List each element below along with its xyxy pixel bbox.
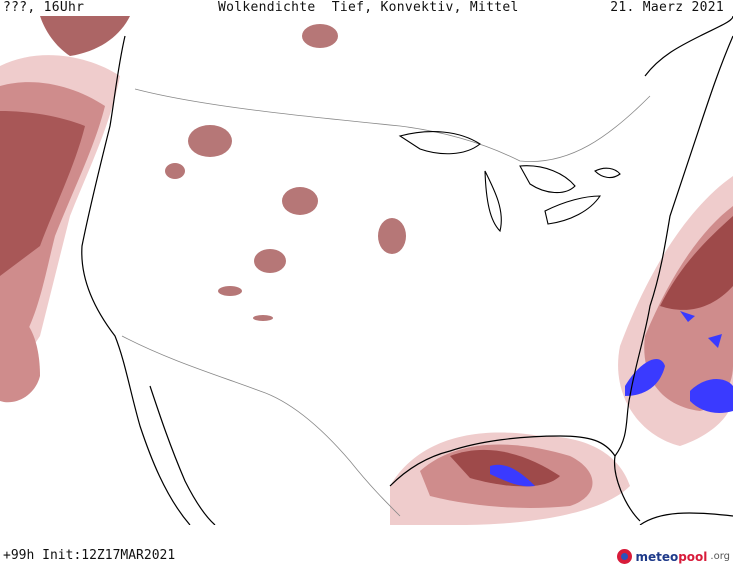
map-title: Wolkendichte Tief, Konvektiv, Mittel	[218, 0, 519, 15]
coastlines	[81, 16, 733, 525]
cloud-layer-interior	[165, 24, 406, 321]
great-lakes	[398, 131, 621, 233]
convective-cells	[490, 311, 733, 487]
brand-tld: .org	[710, 551, 730, 562]
forecast-time-label: ???, 16Uhr	[3, 0, 85, 15]
cloud-density-map	[0, 16, 733, 525]
political-borders	[121, 88, 651, 517]
cloud-layer-westcoast	[0, 16, 130, 403]
model-run-label: +99h Init:12Z17MAR2021	[3, 548, 176, 563]
forecast-date-label: 21. Maerz 2021	[610, 0, 724, 15]
meteopool-globe-icon	[617, 549, 633, 564]
meteopool-branding[interactable]: meteopool .org	[617, 549, 730, 564]
brand-name: meteopool	[635, 549, 708, 564]
